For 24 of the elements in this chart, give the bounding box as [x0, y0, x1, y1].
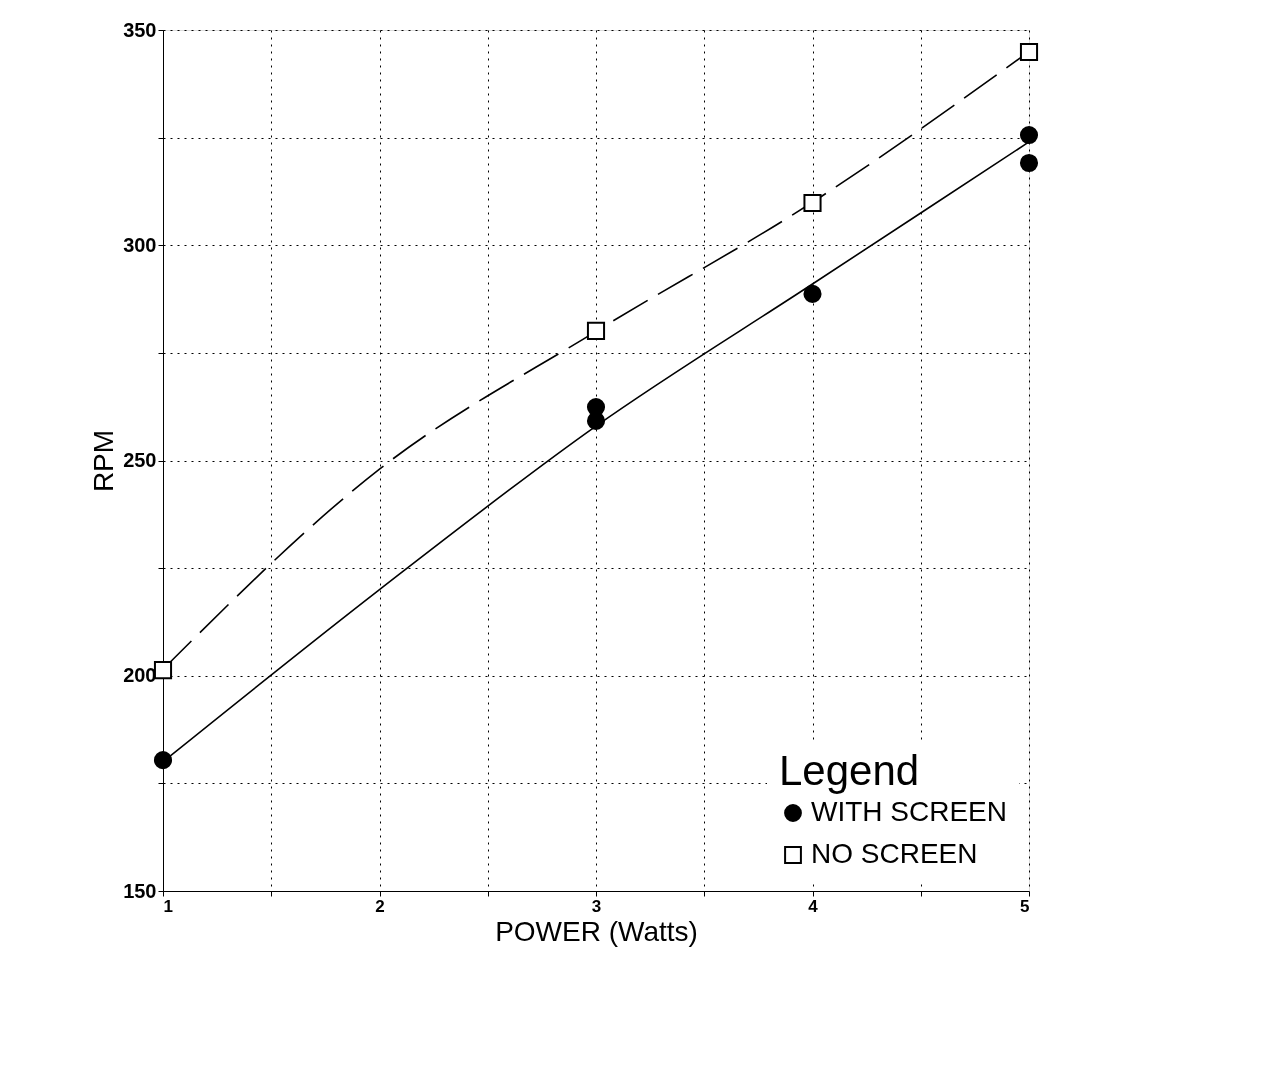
point	[1019, 126, 1039, 145]
x-tick-label: 5	[1020, 896, 1030, 916]
y-axis-title: RPM	[88, 429, 120, 493]
x-tick-label: 4	[808, 896, 819, 916]
point	[803, 284, 822, 303]
legend-title: Legend	[779, 747, 920, 794]
point	[1019, 153, 1039, 173]
y-tick-label: 300	[123, 233, 157, 256]
y-tick-label: 150	[123, 879, 157, 902]
legend-label: WITH SCREEN	[811, 796, 1007, 827]
point	[586, 411, 606, 430]
point	[1019, 42, 1039, 62]
y-tick-label: 250	[123, 449, 157, 471]
legend-label: NO SCREEN	[811, 838, 978, 869]
point	[803, 194, 822, 213]
x-axis-title: POWER (Watts)	[495, 915, 698, 947]
y-tick-label: 200	[123, 664, 157, 687]
x-tick-label: 3	[591, 896, 602, 916]
point	[153, 661, 173, 680]
x-tick-label: 2	[375, 896, 385, 916]
x-tick-label: 1	[163, 896, 173, 916]
point	[153, 751, 173, 770]
y-tick-label: 350	[123, 18, 157, 41]
point	[586, 321, 606, 340]
